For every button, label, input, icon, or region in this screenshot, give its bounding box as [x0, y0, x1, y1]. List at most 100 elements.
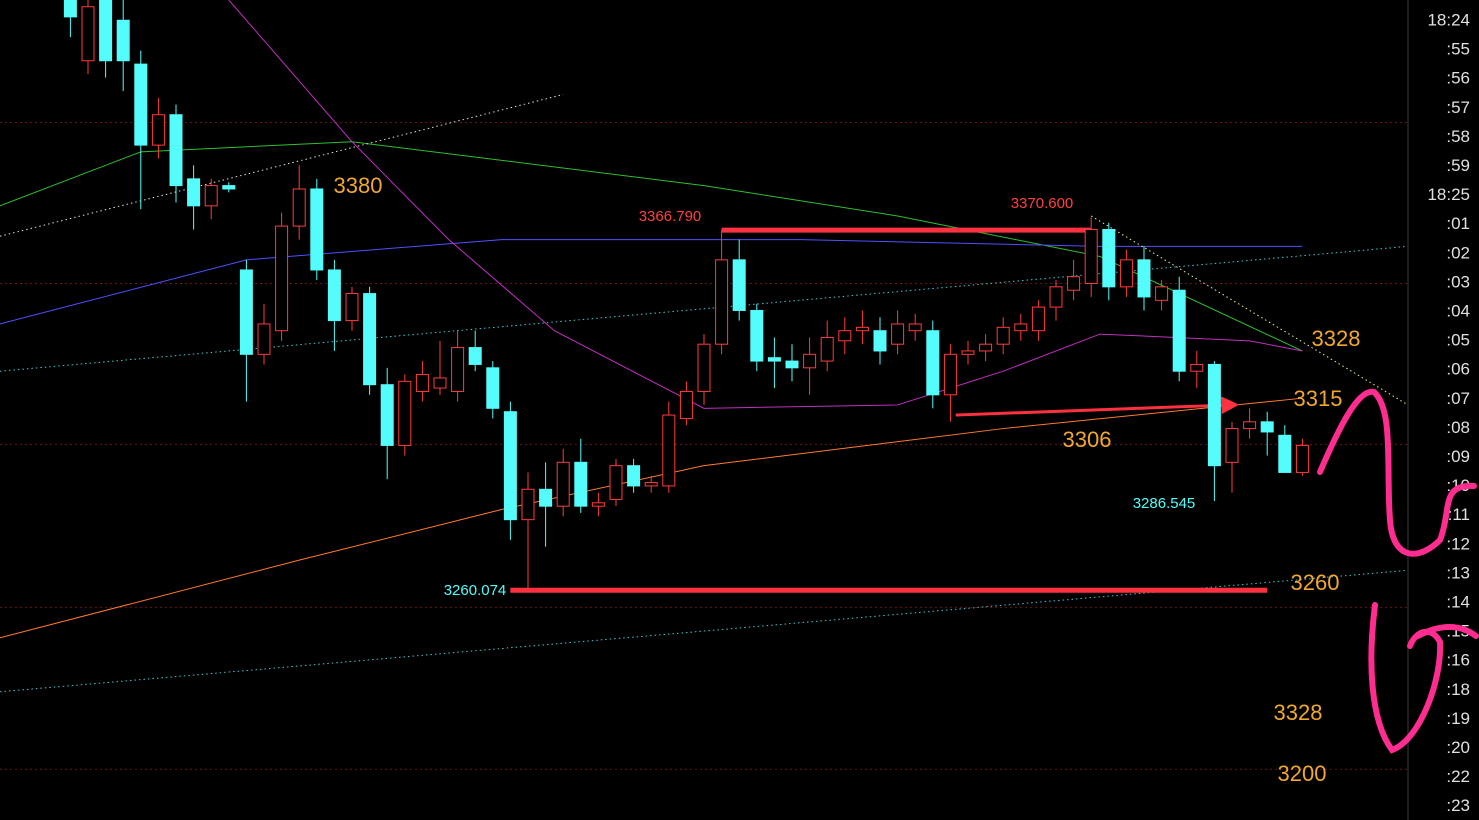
time-label: :06: [1446, 360, 1470, 379]
candle-body: [275, 225, 289, 332]
candle-body: [1207, 363, 1221, 467]
candle-body: [697, 343, 711, 392]
candle-body: [239, 269, 253, 355]
candle-body: [1295, 444, 1309, 473]
annotation: 3260: [1291, 570, 1340, 595]
candle-body: [926, 330, 940, 396]
candle-body: [204, 185, 218, 207]
time-label: :57: [1446, 98, 1470, 117]
line: [1090, 215, 1409, 406]
annotation: 3380: [334, 173, 383, 198]
candle-body: [415, 374, 429, 392]
time-label: :01: [1446, 214, 1470, 233]
candle-body: [1049, 286, 1063, 308]
candle-body: [134, 63, 148, 146]
candle-body: [169, 114, 183, 187]
candle-body: [750, 309, 764, 362]
candle-body: [345, 293, 359, 322]
candle-body: [908, 323, 922, 332]
line: [0, 239, 1303, 325]
candle-body: [486, 367, 500, 409]
time-label: :02: [1446, 243, 1470, 262]
time-label: :59: [1446, 156, 1470, 175]
candle-body: [627, 465, 641, 487]
candle-body: [1031, 306, 1045, 332]
candle-body: [292, 188, 306, 227]
candle-body: [398, 380, 412, 446]
time-label: :23: [1446, 796, 1470, 815]
candle-body: [1190, 363, 1204, 372]
candle-body: [767, 357, 781, 362]
candle-body: [310, 188, 324, 271]
time-label: :07: [1446, 389, 1470, 408]
candle-body: [187, 178, 201, 207]
candle-body: [996, 326, 1010, 345]
time-label: :16: [1446, 651, 1470, 670]
candle-body: [1102, 228, 1116, 288]
time-label: :12: [1446, 534, 1470, 553]
candle-body: [715, 259, 729, 345]
annotation: 3366.790: [639, 208, 702, 225]
time-label: :58: [1446, 127, 1470, 146]
candle-body: [1137, 259, 1151, 298]
time-label: :09: [1446, 447, 1470, 466]
time-label: :14: [1446, 592, 1470, 611]
annotation: 3370.600: [1011, 195, 1074, 212]
candle-body: [803, 353, 817, 369]
candle-body: [838, 330, 852, 342]
time-label: :19: [1446, 709, 1470, 728]
candle-body: [556, 461, 570, 507]
candle-body: [63, 0, 77, 18]
candle-body: [151, 114, 165, 146]
candle-body: [539, 488, 553, 507]
time-label: :18: [1446, 680, 1470, 699]
candle-body: [1260, 421, 1274, 433]
annotation: 3328: [1274, 700, 1323, 725]
candle-body: [609, 465, 623, 500]
candle-body: [327, 269, 341, 322]
candle-body: [820, 336, 834, 362]
candle-body: [99, 0, 113, 62]
pen-stroke: [1317, 388, 1477, 557]
candle-body: [1014, 323, 1028, 332]
candle-body: [468, 347, 482, 365]
time-label: :11: [1448, 505, 1470, 524]
candle-body: [591, 502, 605, 507]
candle-body: [1243, 421, 1257, 430]
candle-body: [521, 488, 535, 521]
candle-body: [1278, 434, 1292, 473]
candle-body: [943, 353, 957, 396]
candle-body: [873, 330, 887, 352]
time-label: :13: [1446, 563, 1470, 582]
candle-body: [891, 323, 905, 345]
candle-body: [451, 347, 465, 392]
time-label: :04: [1446, 301, 1470, 320]
annotation: 3260.074: [444, 582, 507, 599]
candle-body: [116, 19, 130, 62]
hand-drawn-marks: [1317, 388, 1479, 754]
time-label: :22: [1446, 767, 1470, 786]
candle-body: [1119, 259, 1133, 288]
candle-body: [1155, 286, 1169, 301]
candle-body: [1172, 289, 1186, 372]
candle-body: [961, 350, 975, 355]
line: [0, 569, 1409, 693]
candle-body: [1225, 428, 1239, 463]
time-label: :03: [1446, 272, 1470, 291]
candle-body: [574, 461, 588, 507]
pen-stroke: [1368, 602, 1479, 754]
candle-body: [503, 411, 517, 521]
candle-body: [785, 360, 799, 369]
candle-body: [380, 384, 394, 446]
candle-body: [257, 323, 271, 355]
candle-body: [222, 185, 236, 190]
candle-body: [644, 482, 658, 487]
time-label: :08: [1446, 418, 1470, 437]
annotation: 3306: [1063, 427, 1112, 452]
annotation: 3315: [1294, 386, 1343, 411]
time-label: :05: [1446, 331, 1470, 350]
arrow: [955, 396, 1240, 417]
time-label: 18:25: [1427, 185, 1470, 204]
